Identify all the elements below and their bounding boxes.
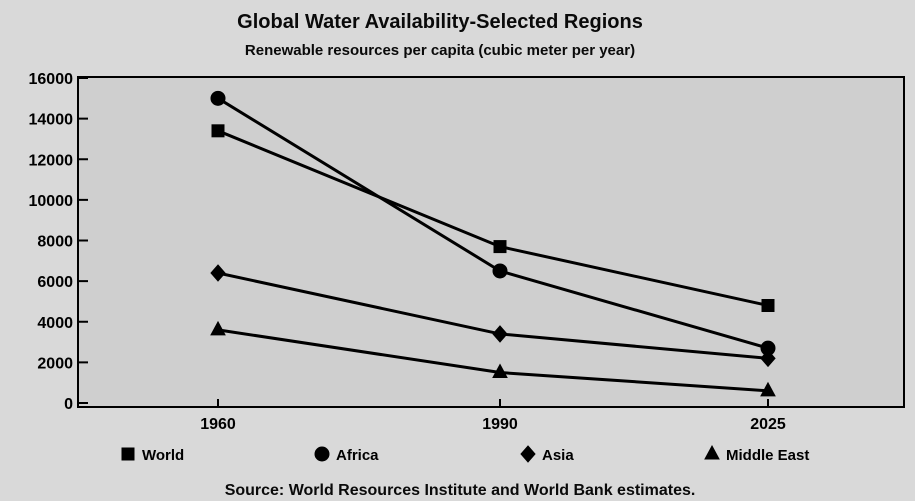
y-tick-label: 14000 xyxy=(29,112,74,129)
legend: World Africa Asia Middle East xyxy=(121,444,809,464)
y-tick-label: 4000 xyxy=(37,315,73,332)
source-note: Source: World Resources Institute and Wo… xyxy=(225,482,696,499)
x-axis: 1960 1990 2025 xyxy=(200,399,786,433)
data-point-africa xyxy=(492,263,508,279)
legend-label-asia: Asia xyxy=(542,447,574,464)
y-tick-label: 10000 xyxy=(29,193,74,210)
series-middle-east xyxy=(210,320,776,397)
series-asia xyxy=(210,264,776,368)
y-tick-label: 2000 xyxy=(37,355,73,372)
legend-item-africa: Africa xyxy=(314,446,379,464)
y-tick-label: 0 xyxy=(64,396,73,413)
legend-label-middle-east: Middle East xyxy=(726,447,809,464)
data-point-world xyxy=(493,240,507,254)
y-tick-label: 6000 xyxy=(37,274,73,291)
legend-marker-middle-east xyxy=(704,444,720,460)
data-point-middle-east xyxy=(760,381,776,397)
series-world xyxy=(211,124,775,312)
x-tick-label: 2025 xyxy=(750,416,786,433)
data-point-world xyxy=(761,299,775,312)
legend-marker-africa xyxy=(314,446,330,462)
y-tick-label: 8000 xyxy=(37,234,73,251)
data-point-asia xyxy=(210,264,226,282)
series-layer xyxy=(210,90,776,397)
legend-marker-world xyxy=(121,447,135,461)
y-tick-label: 12000 xyxy=(29,152,74,169)
y-tick-label: 16000 xyxy=(29,71,74,88)
data-point-middle-east xyxy=(492,363,508,379)
x-tick-label: 1960 xyxy=(200,416,236,433)
x-tick-label: 1990 xyxy=(482,416,518,433)
legend-marker-asia xyxy=(520,445,536,463)
series-africa xyxy=(210,90,776,356)
data-point-asia xyxy=(760,349,776,368)
legend-label-africa: Africa xyxy=(336,447,379,464)
legend-item-asia: Asia xyxy=(520,445,574,464)
legend-label-world: World xyxy=(142,447,184,464)
data-point-world xyxy=(211,124,225,138)
chart-subtitle: Renewable resources per capita (cubic me… xyxy=(245,42,635,59)
data-point-middle-east xyxy=(210,320,226,336)
data-point-africa xyxy=(210,90,226,106)
data-point-asia xyxy=(492,325,508,343)
chart-title: Global Water Availability-Selected Regio… xyxy=(237,11,643,33)
y-axis: 0 2000 4000 6000 8000 10000 12000 14000 16000 xyxy=(29,71,88,413)
legend-item-world: World xyxy=(121,447,184,464)
legend-item-middle-east: Middle East xyxy=(704,444,809,464)
